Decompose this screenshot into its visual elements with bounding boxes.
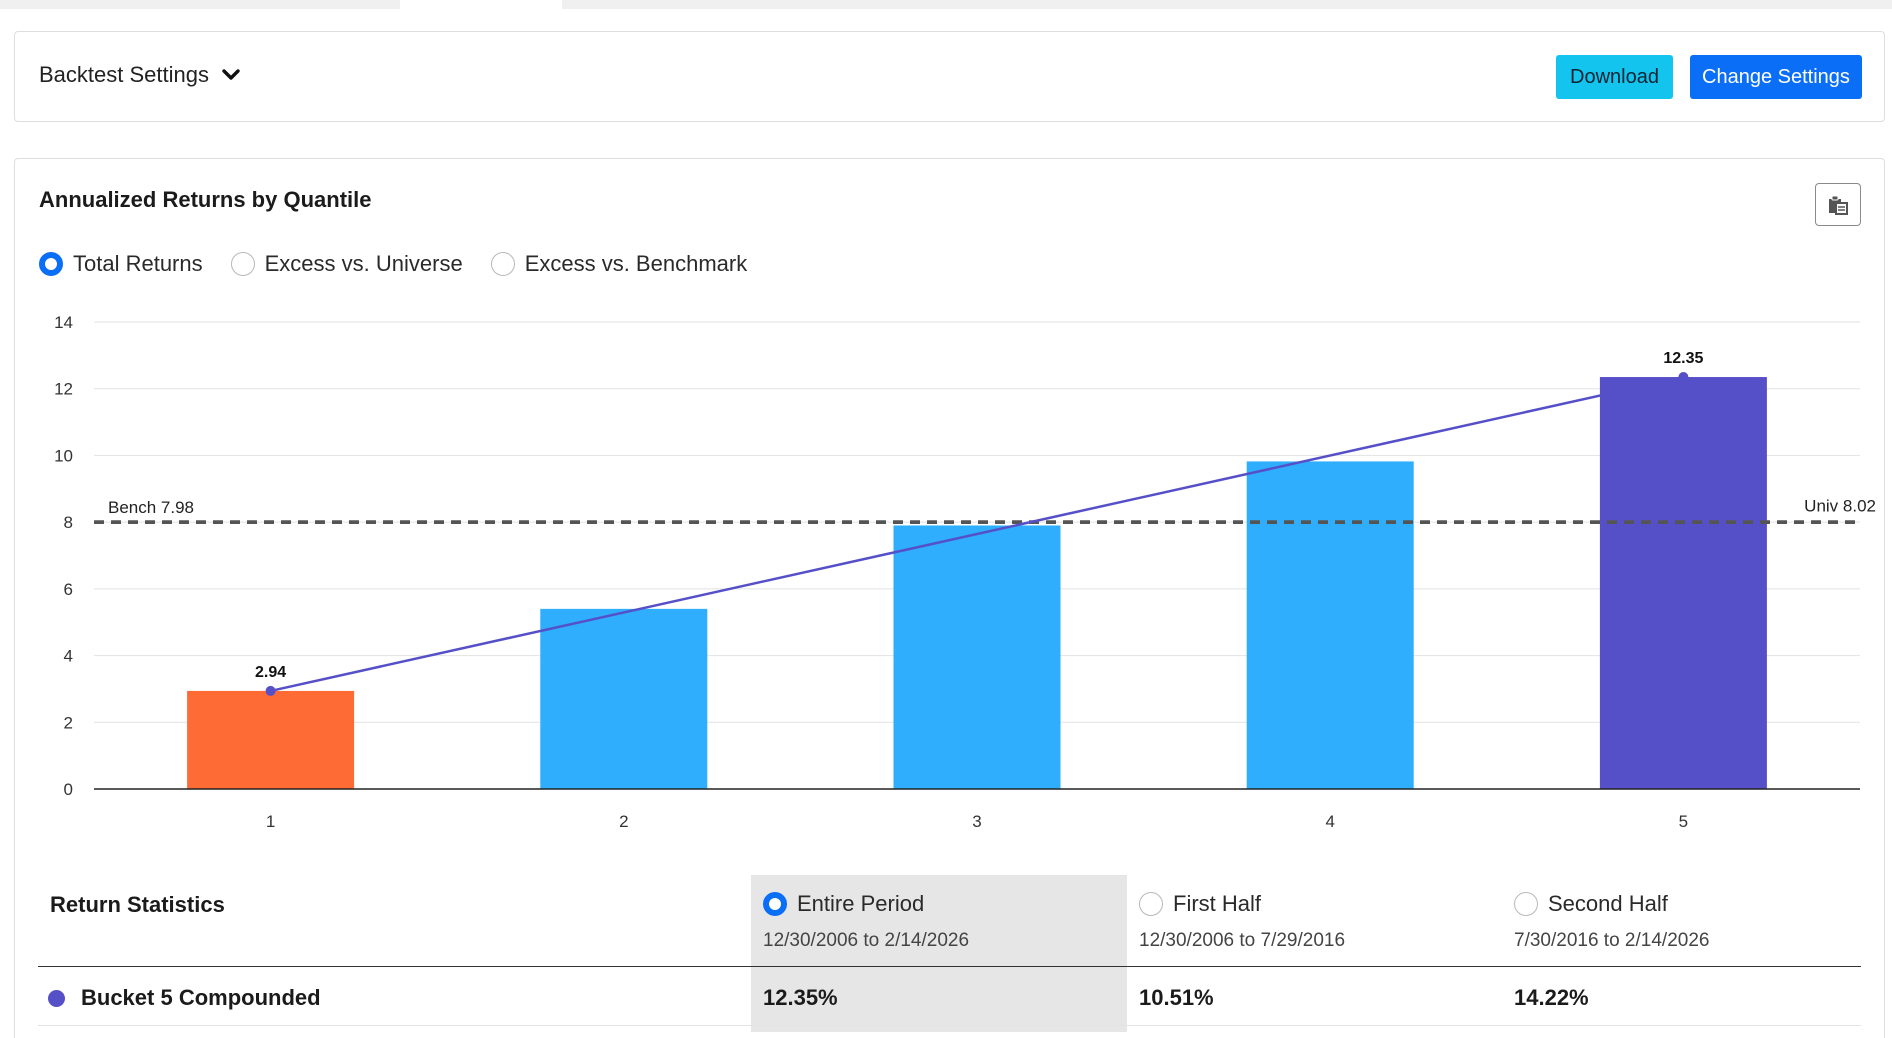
y-tick-label: 10 xyxy=(54,446,73,465)
chevron-down-icon xyxy=(222,69,240,80)
tab-left[interactable] xyxy=(0,0,400,9)
period-range: 7/30/2016 to 2/14/2026 xyxy=(1514,930,1710,951)
period-first-half[interactable]: First Half 12/30/2006 to 7/29/2016 10.51… xyxy=(1127,875,1503,1032)
mode-excess-benchmark[interactable]: Excess vs. Benchmark xyxy=(490,251,748,277)
mode-total-returns[interactable]: Total Returns xyxy=(39,251,203,277)
period-range: 12/30/2006 to 2/14/2026 xyxy=(763,930,970,951)
tab-active[interactable] xyxy=(400,0,562,9)
chart-title: Annualized Returns by Quantile xyxy=(39,187,372,212)
x-tick-label: 4 xyxy=(1325,812,1334,831)
radio-excess-benchmark[interactable] xyxy=(490,252,515,276)
tab-strip xyxy=(0,0,1892,9)
return-mode-selector: Total Returns Excess vs. Universe Excess… xyxy=(39,251,775,277)
copy-chart-button[interactable] xyxy=(1815,183,1861,226)
period-option[interactable]: Second Half xyxy=(1514,891,1668,917)
mode-label: Excess vs. Universe xyxy=(264,251,463,276)
period-label: Entire Period xyxy=(797,891,925,916)
trend-point xyxy=(1678,372,1689,383)
bar-1 xyxy=(187,690,355,789)
x-tick-label: 2 xyxy=(619,812,628,831)
change-settings-button[interactable]: Change Settings xyxy=(1690,55,1862,99)
download-button[interactable]: Download xyxy=(1556,55,1673,99)
radio-first-half[interactable] xyxy=(1139,892,1163,916)
period-label: First Half xyxy=(1173,891,1261,916)
radio-excess-universe[interactable] xyxy=(230,252,255,276)
reference-line-label: Bench 7.98 xyxy=(108,498,194,517)
reference-line-label: Univ 8.02 xyxy=(1804,496,1876,515)
radio-entire-period[interactable] xyxy=(763,892,787,916)
bar-3 xyxy=(893,525,1061,789)
period-entire[interactable]: Entire Period 12/30/2006 to 2/14/2026 12… xyxy=(751,875,1127,1032)
mode-label: Total Returns xyxy=(73,251,203,276)
bucket5-entire-value: 12.35% xyxy=(763,985,838,1010)
y-tick-label: 14 xyxy=(54,313,73,332)
y-tick-label: 4 xyxy=(64,647,73,666)
bar-2 xyxy=(540,608,708,789)
series-dot xyxy=(48,989,65,1007)
data-label: 12.35 xyxy=(1663,350,1703,367)
y-tick-label: 2 xyxy=(64,713,73,732)
tab-right[interactable] xyxy=(562,0,1892,9)
bar-5 xyxy=(1599,377,1767,789)
y-tick-label: 6 xyxy=(64,580,73,599)
x-tick-label: 3 xyxy=(972,812,981,831)
clipboard-icon xyxy=(1829,195,1848,215)
backtest-settings-title: Backtest Settings xyxy=(39,62,209,87)
bucket5-row-label: Bucket 5 Compounded xyxy=(48,985,321,1011)
period-option[interactable]: First Half xyxy=(1139,891,1261,917)
period-label: Second Half xyxy=(1548,891,1668,916)
bucket5-second-half-value: 14.22% xyxy=(1514,985,1589,1010)
backtest-settings-toggle[interactable]: Backtest Settings xyxy=(39,62,241,88)
bucket5-label: Bucket 5 Compounded xyxy=(81,985,321,1010)
data-label: 2.94 xyxy=(255,664,286,681)
x-tick-label: 1 xyxy=(266,812,275,831)
stats-divider xyxy=(38,966,1861,967)
y-tick-label: 0 xyxy=(64,780,73,799)
return-statistics-heading: Return Statistics xyxy=(50,892,225,917)
mode-excess-universe[interactable]: Excess vs. Universe xyxy=(230,251,463,277)
bucket5-first-half-value: 10.51% xyxy=(1139,985,1214,1010)
stats-row-divider xyxy=(38,1025,1861,1026)
y-tick-label: 12 xyxy=(54,380,73,399)
y-tick-label: 8 xyxy=(64,513,73,532)
bar-4 xyxy=(1246,461,1414,789)
radio-total-returns[interactable] xyxy=(39,252,63,276)
trend-point xyxy=(265,685,276,696)
period-option[interactable]: Entire Period xyxy=(763,891,924,917)
mode-label: Excess vs. Benchmark xyxy=(524,251,748,276)
backtest-settings-card: Backtest Settings Download Change Settin… xyxy=(14,31,1885,122)
trend-line xyxy=(270,375,1684,693)
period-second-half[interactable]: Second Half 7/30/2016 to 2/14/2026 14.22… xyxy=(1502,875,1878,1032)
x-tick-label: 5 xyxy=(1679,812,1688,831)
radio-second-half[interactable] xyxy=(1514,892,1538,916)
period-range: 12/30/2006 to 7/29/2016 xyxy=(1139,930,1346,951)
